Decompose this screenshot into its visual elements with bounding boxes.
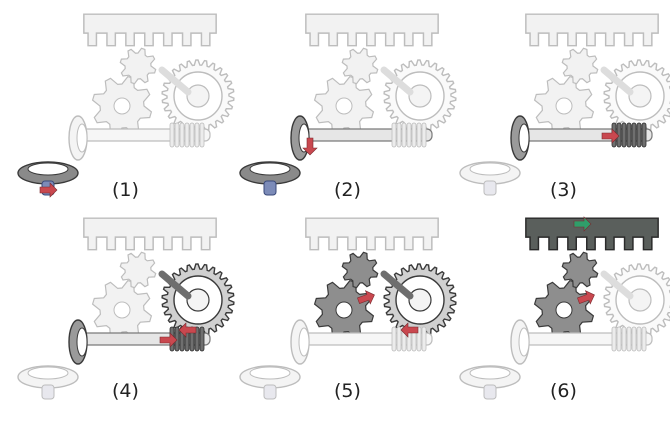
- panel-label-1: (1): [112, 179, 139, 201]
- worm-wheel-hub: [408, 84, 432, 108]
- panel-6: [459, 216, 670, 400]
- spur-gear-small: [119, 251, 157, 289]
- bevel-gear-horizontal-face: [27, 366, 69, 380]
- spur-gear-hub: [555, 301, 573, 319]
- spur-rotation-arrow: [577, 290, 595, 305]
- bevel-gear-horizontal-face: [249, 162, 291, 176]
- bevel-gear-vertical-face: [76, 327, 88, 357]
- bevel-gear-vertical-face: [518, 123, 530, 153]
- worm-screw: [611, 326, 647, 352]
- drive-pinion: [483, 180, 497, 196]
- rack-translation-arrow: [573, 216, 592, 232]
- bevel-gear-horizontal-face: [27, 162, 69, 176]
- spur-gear-hub: [555, 97, 573, 115]
- worm-screw: [169, 122, 205, 148]
- rack: [305, 217, 439, 251]
- bevel-gear-horizontal-face: [469, 366, 511, 380]
- rack: [83, 217, 217, 251]
- worm-wheel-hub: [628, 84, 652, 108]
- pinion-rotation-arrow: [39, 182, 58, 198]
- panel-label-4: (4): [112, 380, 139, 402]
- panel-label-2: (2): [334, 179, 361, 201]
- worm-wheel-axle: [600, 66, 634, 96]
- bevel-gear-vertical-face: [76, 123, 88, 153]
- spur-rotation-arrow: [357, 290, 375, 305]
- spur-gear-hub: [335, 301, 353, 319]
- wheel-rotation-arrow: [400, 322, 419, 338]
- worm-wheel-hub: [628, 288, 652, 312]
- panel-1: [17, 13, 235, 198]
- panel-2: [239, 13, 457, 196]
- panel-4: [17, 217, 235, 400]
- worm-wheel-axle: [380, 270, 414, 300]
- worm-wheel-axle: [158, 270, 192, 300]
- rack: [83, 13, 217, 47]
- drive-pinion: [483, 384, 497, 400]
- worm-wheel-hub: [408, 288, 432, 312]
- bevel-gear-horizontal-face: [469, 162, 511, 176]
- panel-3: [459, 13, 670, 196]
- worm-rotation-arrow: [601, 128, 620, 144]
- panel-label-3: (3): [550, 179, 577, 201]
- wheel-rotation-arrow: [178, 322, 197, 338]
- drive-pinion: [263, 180, 277, 196]
- worm-wheel-axle: [380, 66, 414, 96]
- worm-rotation-arrow: [159, 332, 178, 348]
- rack: [525, 13, 659, 47]
- worm-wheel-hub: [186, 84, 210, 108]
- gear-rotation-arrow: [302, 137, 318, 156]
- spur-gear-small: [561, 47, 599, 85]
- worm-wheel-hub: [186, 288, 210, 312]
- panel-5: [239, 217, 457, 400]
- drive-pinion: [263, 384, 277, 400]
- drive-pinion: [41, 384, 55, 400]
- spur-gear-small: [561, 251, 599, 289]
- worm-screw: [391, 122, 427, 148]
- spur-gear-small: [341, 47, 379, 85]
- bevel-gear-horizontal-face: [249, 366, 291, 380]
- panel-label-5: (5): [334, 380, 361, 402]
- bevel-gear-vertical-face: [518, 327, 530, 357]
- spur-gear-hub: [113, 301, 131, 319]
- spur-gear-hub: [113, 97, 131, 115]
- bevel-gear-vertical-face: [298, 327, 310, 357]
- rack: [305, 13, 439, 47]
- panel-label-6: (6): [550, 380, 577, 402]
- worm-wheel-axle: [600, 270, 634, 300]
- spur-gear-small: [341, 251, 379, 289]
- spur-gear-small: [119, 47, 157, 85]
- worm-wheel-axle: [158, 66, 192, 96]
- rack: [525, 217, 659, 251]
- spur-gear-hub: [335, 97, 353, 115]
